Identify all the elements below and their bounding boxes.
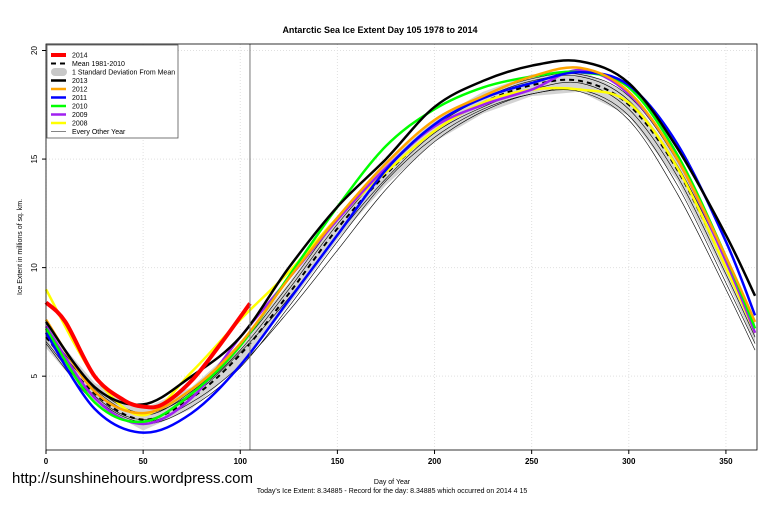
legend-label: 2008 <box>72 121 88 128</box>
legend-label: 2013 <box>72 78 88 85</box>
chart-subtitle: Today's Ice Extent: 8.34885 - Record for… <box>257 488 528 495</box>
legend-box <box>46 44 179 139</box>
x-tick-label: 200 <box>428 457 442 466</box>
plot-frame <box>45 43 758 451</box>
legend-label: 2009 <box>72 112 88 119</box>
legend-label: 2010 <box>72 104 88 111</box>
chart-title: Antarctic Sea Ice Extent Day 105 1978 to… <box>282 25 477 35</box>
x-tick-label: 100 <box>234 457 248 466</box>
x-tick-label: 150 <box>331 457 345 466</box>
y-tick-label: 5 <box>30 373 39 378</box>
legend-label: 2011 <box>72 95 87 102</box>
x-tick-label: 250 <box>525 457 539 466</box>
legend-label: 2012 <box>72 87 88 94</box>
legend-label: Mean 1981-2010 <box>72 61 125 68</box>
x-tick-label: 350 <box>719 457 733 466</box>
series-line-2010 <box>44 70 757 424</box>
y-tick-label: 10 <box>30 263 39 272</box>
y-tick-label: 15 <box>30 154 39 163</box>
legend-label: Every Other Year <box>72 129 126 136</box>
series-line-2014 <box>44 300 252 410</box>
x-axis-label: Day of Year <box>374 479 411 486</box>
y-tick-label: 20 <box>30 46 39 55</box>
series-line-2012 <box>44 66 757 415</box>
other-year-line <box>45 87 756 425</box>
series-line-2013 <box>44 59 757 406</box>
legend-label: 1 Standard Deviation From Mean <box>72 70 175 77</box>
x-tick-label: 0 <box>44 457 49 466</box>
y-axis-label: Ice Extent in millions of sq. km. <box>17 199 24 295</box>
series-line-2011 <box>44 70 757 434</box>
watermark-url: http://sunshinehours.wordpress.com <box>12 470 253 487</box>
legend-label: 2014 <box>72 53 88 60</box>
x-tick-label: 300 <box>622 457 636 466</box>
legend-swatch <box>51 68 67 76</box>
x-tick-label: 50 <box>139 457 148 466</box>
